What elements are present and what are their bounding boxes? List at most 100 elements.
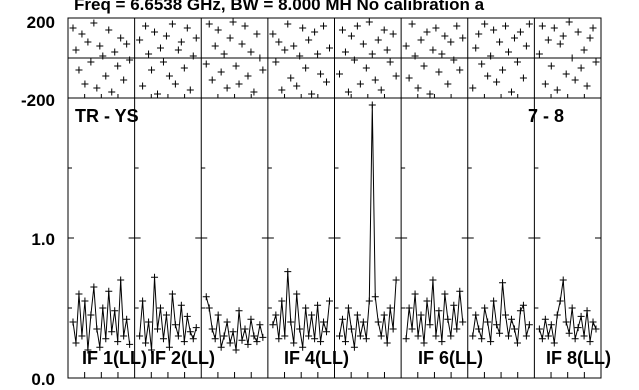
phase-point (235, 80, 243, 88)
phase-point (174, 46, 182, 54)
amplitude-point (93, 325, 101, 333)
phase-point (123, 40, 131, 48)
phase-point (417, 36, 425, 44)
phase-point (507, 88, 515, 96)
amplitude-point (136, 332, 144, 340)
phase-point (568, 54, 576, 62)
phase-point (353, 22, 361, 30)
phase-point (583, 82, 591, 90)
phase-point (136, 36, 144, 44)
amplitude-point (519, 301, 527, 309)
phase-point (586, 34, 594, 42)
amplitude-point (156, 304, 164, 312)
phase-point (87, 58, 95, 66)
phase-point (408, 20, 416, 28)
phase-point (238, 40, 246, 48)
phase-point (205, 20, 213, 28)
amplitude-point (535, 325, 543, 333)
phase-point (362, 64, 370, 72)
amplitude-point (583, 307, 591, 315)
phase-point (502, 22, 510, 30)
amplitude-point (114, 338, 122, 346)
series-label: IF 8(LL) (546, 348, 611, 368)
phase-point (226, 34, 234, 42)
phase-point (202, 60, 210, 68)
amplitude-point (371, 293, 379, 301)
amplitude-point (456, 287, 464, 295)
phase-point (278, 86, 286, 94)
amplitude-point (281, 332, 289, 340)
amplitude-point (411, 290, 419, 298)
phase-point (420, 62, 428, 70)
amplitude-point (499, 279, 507, 287)
amplitude-point (208, 325, 216, 333)
phase-point (81, 80, 89, 88)
amplitude-point (374, 318, 382, 326)
phase-point (287, 74, 295, 82)
phase-point (145, 50, 153, 58)
amplitude-point (229, 328, 237, 336)
panels-layer: IF 1(LL) IF 2(LL) IF 4(LL) IF 6(LL) IF 8(LL) (67, 17, 611, 379)
amplitude-point (145, 318, 153, 326)
phase-point (562, 70, 570, 78)
amplitude-point (426, 321, 434, 329)
amp-ytick-label-zero: 0.0 (31, 370, 55, 389)
amplitude-point (487, 338, 495, 346)
amplitude-point (513, 339, 521, 347)
phase-point (392, 72, 400, 80)
amplitude-point (148, 346, 156, 354)
phase-point (574, 28, 582, 36)
chart-title: Freq = 6.6538 GHz, BW = 8.000 MH No cali… (74, 0, 485, 14)
phase-point (389, 30, 397, 38)
phase-point (344, 88, 352, 96)
phase-point (171, 80, 179, 88)
phase-point (308, 90, 316, 98)
amplitude-point (72, 339, 80, 347)
phase-point (159, 58, 167, 66)
amplitude-point (296, 325, 304, 333)
amplitude-point (435, 307, 443, 315)
amplitude-point (217, 343, 225, 351)
amplitude-point (592, 325, 600, 333)
phase-point (281, 46, 289, 54)
phase-point (525, 20, 533, 28)
phase-point (484, 72, 492, 80)
amplitude-point (516, 307, 524, 315)
amplitude-point (75, 290, 83, 298)
amplitude-point (247, 315, 255, 323)
phase-point (365, 18, 373, 26)
phase-point (541, 80, 549, 88)
amplitude-point (272, 311, 280, 319)
phase-point (148, 66, 156, 74)
phase-point (192, 34, 200, 42)
amplitude-point (493, 321, 501, 329)
amplitude-point (275, 335, 283, 343)
amplitude-point (269, 321, 277, 329)
phase-point (547, 62, 555, 70)
amplitude-point (538, 335, 546, 343)
amplitude-point (317, 338, 325, 346)
phase-point (168, 20, 176, 28)
phase-point (78, 30, 86, 38)
phase-point (75, 66, 83, 74)
amplitude-point (420, 339, 428, 347)
amplitude-point (250, 332, 258, 340)
phase-point (505, 48, 513, 56)
amplitude-point (202, 293, 210, 301)
phase-point (142, 22, 150, 30)
amplitude-point (347, 325, 355, 333)
phase-point (305, 36, 313, 44)
series-label: IF 6(LL) (418, 348, 483, 368)
amplitude-point (308, 311, 316, 319)
phase-point (423, 28, 431, 36)
amplitude-point (189, 335, 197, 343)
amplitude-point (241, 325, 249, 333)
amplitude-series-line (405, 279, 464, 344)
amplitude-point (223, 318, 231, 326)
phase-point (447, 38, 455, 46)
amplitude-point (90, 283, 98, 291)
amplitude-point (235, 307, 243, 315)
amplitude-point (171, 321, 179, 329)
amplitude-series-line (272, 271, 330, 348)
phase-point (592, 58, 600, 66)
